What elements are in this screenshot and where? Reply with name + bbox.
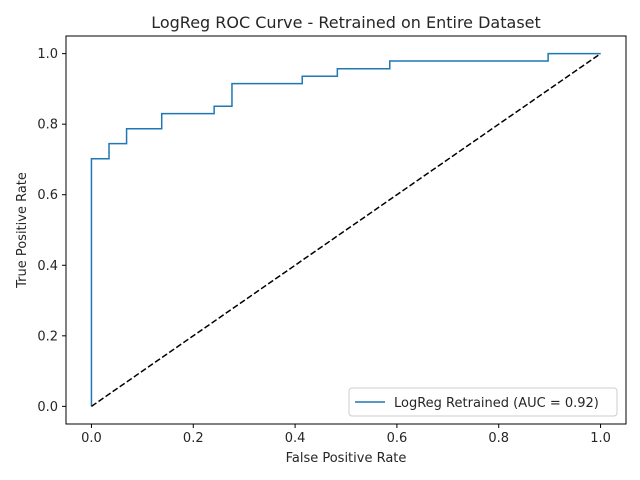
legend-label-roc: LogReg Retrained (AUC = 0.92) <box>394 396 599 411</box>
x-tick-label: 0.8 <box>488 431 509 446</box>
y-axis-label: True Positive Rate <box>15 172 30 289</box>
plot-area: 0.0 0.2 0.4 0.6 0.8 1.0 0.0 0.2 0.4 0.6 0.8 1.0 <box>37 35 627 446</box>
axes-frame <box>65 35 627 425</box>
x-axis-label: False Positive Rate <box>286 451 407 466</box>
y-tick-label: 0.4 <box>37 259 58 274</box>
roc-curve-line <box>90 52 601 407</box>
x-tick-label: 0.6 <box>387 431 408 446</box>
chart-title: LogReg ROC Curve - Retrained on Entire D… <box>151 13 541 32</box>
x-tick-label: 0.0 <box>81 431 102 446</box>
legend-box <box>348 387 618 417</box>
y-tick-label: 0.8 <box>37 118 58 133</box>
x-tick-label: 0.4 <box>285 431 306 446</box>
y-tick-label: 0.2 <box>37 329 58 344</box>
y-tick-label: 0.6 <box>37 188 58 203</box>
legend: LogReg Retrained (AUC = 0.92) <box>348 387 618 417</box>
x-tick-label: 0.2 <box>183 431 204 446</box>
chance-diagonal-line <box>91 53 601 407</box>
y-tick-label: 0.0 <box>37 400 58 415</box>
y-tick-label: 1.0 <box>37 47 58 62</box>
x-tick-label: 1.0 <box>590 431 611 446</box>
